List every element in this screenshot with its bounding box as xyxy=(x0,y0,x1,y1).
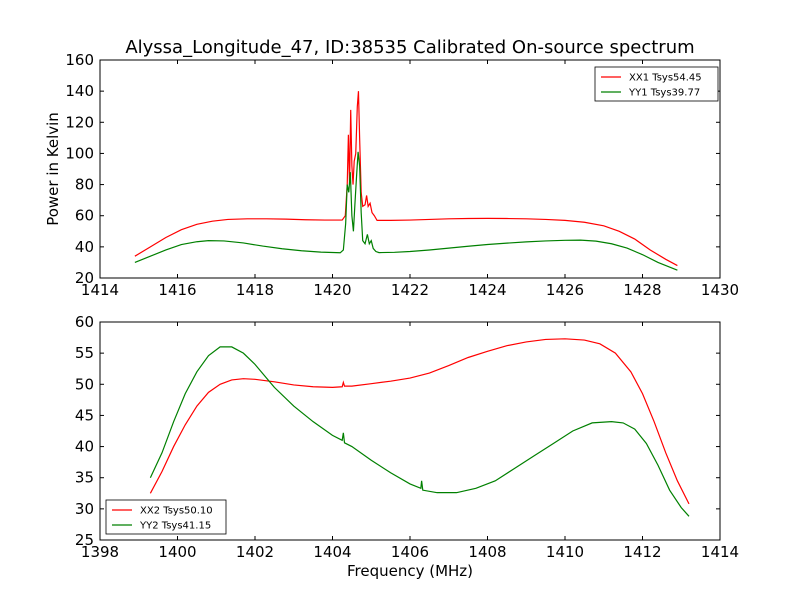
y-tick-label: 60 xyxy=(75,207,94,225)
legend-label-1: XX1 Tsys54.45 xyxy=(629,73,702,84)
y-tick-label: 80 xyxy=(75,176,94,194)
x-tick-label: 1400 xyxy=(158,543,196,561)
legend-label-1: XX2 Tsys50.10 xyxy=(140,506,213,517)
y-tick-label: 40 xyxy=(75,238,94,256)
y-axis-label: Power in Kelvin xyxy=(44,112,62,226)
y-tick-label: 40 xyxy=(75,438,94,456)
y-tick-label: 35 xyxy=(75,469,94,487)
series-line-2 xyxy=(149,346,690,517)
x-tick-label: 1414 xyxy=(81,281,119,299)
x-axis-label: Frequency (MHz) xyxy=(347,562,473,580)
y-tick-label: 160 xyxy=(65,51,94,69)
y-tick-label: 100 xyxy=(65,144,94,162)
x-tick-label: 1420 xyxy=(313,281,351,299)
series-line-2 xyxy=(134,151,678,271)
y-tick-label: 45 xyxy=(75,406,94,424)
legend-label-2: YY1 Tsys39.77 xyxy=(628,88,700,99)
top-plot: 1414 1416 1418 1420 1422 1424 1426 1428 1430 20 40… xyxy=(44,51,739,299)
y-tick-label: 60 xyxy=(75,313,94,331)
x-tick-label: 1428 xyxy=(623,281,661,299)
figure-title: Alyssa_Longitude_47, ID:38535 Calibrated… xyxy=(125,37,694,58)
x-tick-label: 1424 xyxy=(468,281,506,299)
x-tick-label: 1412 xyxy=(623,543,661,561)
x-tick-label: 1416 xyxy=(158,281,196,299)
legend-label-2: YY2 Tsys41.15 xyxy=(139,521,211,532)
legend-box xyxy=(105,499,227,535)
y-tick-label: 120 xyxy=(65,113,94,131)
x-tick-label: 1426 xyxy=(546,281,584,299)
x-tick-label: 1422 xyxy=(391,281,429,299)
x-tick-label: 1410 xyxy=(546,543,584,561)
y-tick-label: 20 xyxy=(75,269,94,287)
legend: XX1 Tsys54.45 YY1 Tsys39.77 xyxy=(594,66,719,102)
y-tick-label: 55 xyxy=(75,344,94,362)
x-tick-label: 1408 xyxy=(468,543,506,561)
x-tick-label: 1418 xyxy=(236,281,274,299)
legend: XX2 Tsys50.10 YY2 Tsys41.15 xyxy=(105,499,227,535)
y-tick-label: 30 xyxy=(75,500,94,518)
x-tick-label: 1402 xyxy=(236,543,274,561)
series-line-1 xyxy=(149,338,690,505)
bottom-plot: 1398 1400 1402 1404 1406 1408 1410 1412 1414 25 30… xyxy=(75,313,739,580)
x-tick-label: 1414 xyxy=(701,543,739,561)
x-tick-label: 1406 xyxy=(391,543,429,561)
x-tick-label: 1398 xyxy=(81,543,119,561)
y-tick-label: 140 xyxy=(65,82,94,100)
y-tick-label: 25 xyxy=(75,531,94,549)
x-tick-label: 1430 xyxy=(701,281,739,299)
x-tick-label: 1404 xyxy=(313,543,351,561)
y-tick-label: 50 xyxy=(75,375,94,393)
legend-box xyxy=(594,66,719,102)
series-line-1 xyxy=(134,91,678,267)
